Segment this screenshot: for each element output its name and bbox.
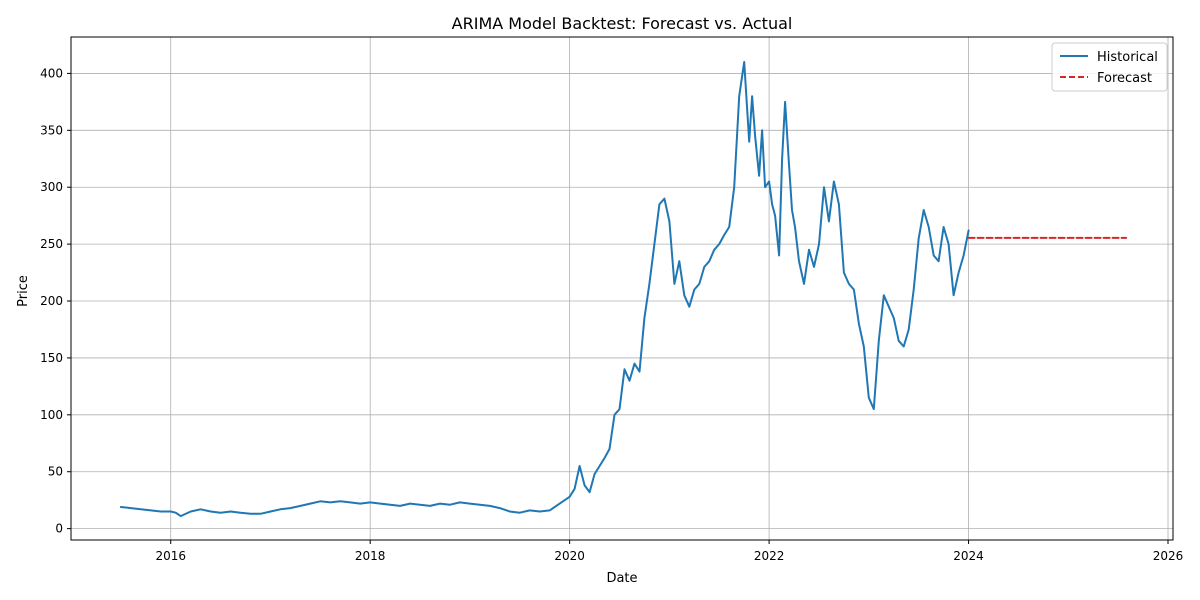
y-tick-label: 150 — [40, 351, 63, 365]
legend-forecast-label: Forecast — [1097, 71, 1152, 86]
legend-historical-label: Historical — [1097, 50, 1158, 65]
x-axis-label: Date — [606, 571, 637, 586]
x-tick-label: 2024 — [953, 549, 984, 563]
y-tick-label: 300 — [40, 180, 63, 194]
x-tick-label: 2018 — [355, 549, 386, 563]
x-tick-label: 2016 — [155, 549, 186, 563]
grid-lines — [71, 37, 1173, 540]
y-axis-ticks: 0 50 100 150 200 250 300 350 400 — [40, 66, 71, 536]
x-axis-ticks: 2016 2018 2020 2022 2024 2026 — [155, 540, 1183, 563]
x-tick-label: 2022 — [754, 549, 785, 563]
y-tick-label: 50 — [48, 465, 63, 479]
series-layer — [119, 61, 1128, 518]
plot-area-frame — [70, 36, 1174, 541]
y-tick-label: 100 — [40, 408, 63, 422]
chart-title: ARIMA Model Backtest: Forecast vs. Actua… — [452, 14, 793, 33]
legend: Historical Forecast — [1051, 42, 1168, 92]
y-tick-label: 250 — [40, 237, 63, 251]
y-tick-label: 0 — [55, 522, 63, 536]
x-tick-label: 2026 — [1153, 549, 1184, 563]
y-tick-label: 350 — [40, 123, 63, 137]
y-tick-label: 400 — [40, 66, 63, 80]
y-tick-label: 200 — [40, 294, 63, 308]
x-tick-label: 2020 — [554, 549, 585, 563]
y-axis-label: Price — [16, 275, 31, 307]
historical-line — [119, 61, 970, 518]
